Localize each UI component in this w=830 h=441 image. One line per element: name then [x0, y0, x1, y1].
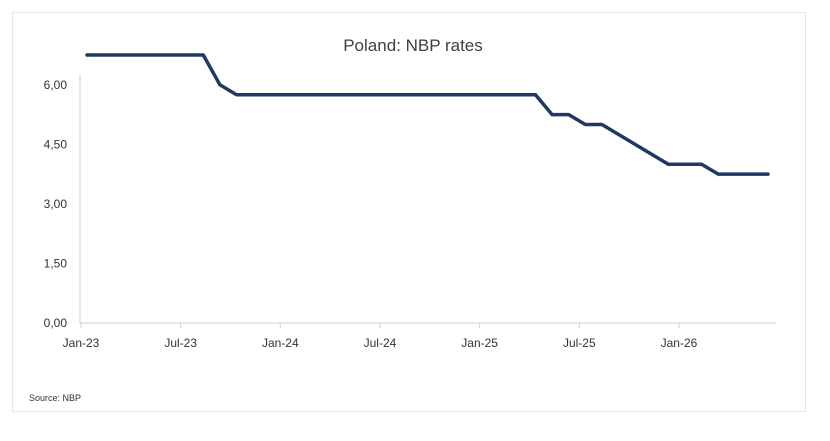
y-tick-labels: 0,00 1,50 3,00 4,50 6,00	[44, 78, 68, 330]
x-tick-label: Jul-23	[164, 336, 197, 350]
y-tick-label: 4,50	[44, 137, 68, 151]
series-line	[85, 53, 770, 176]
y-tick-label: 1,50	[44, 256, 68, 270]
x-tick-label: Jul-24	[364, 336, 397, 350]
x-tick-label: Jul-25	[563, 336, 596, 350]
y-tick-label: 6,00	[44, 78, 68, 92]
source-note: Source: NBP	[29, 393, 81, 403]
x-tick-label: Jan-23	[63, 336, 100, 350]
chart-title: Poland: NBP rates	[343, 36, 483, 55]
y-tick-label: 0,00	[44, 316, 68, 330]
x-tick-label: Jan-25	[461, 336, 498, 350]
x-tick-label: Jan-24	[262, 336, 299, 350]
y-tick-label: 3,00	[44, 197, 68, 211]
x-tick-label: Jan-26	[661, 336, 698, 350]
x-tick-labels: Jan-23 Jul-23 Jan-24 Jul-24 Jan-25 Jul-25 Jan-…	[63, 323, 698, 350]
series-layer	[85, 53, 770, 176]
chart-frame	[12, 12, 806, 412]
